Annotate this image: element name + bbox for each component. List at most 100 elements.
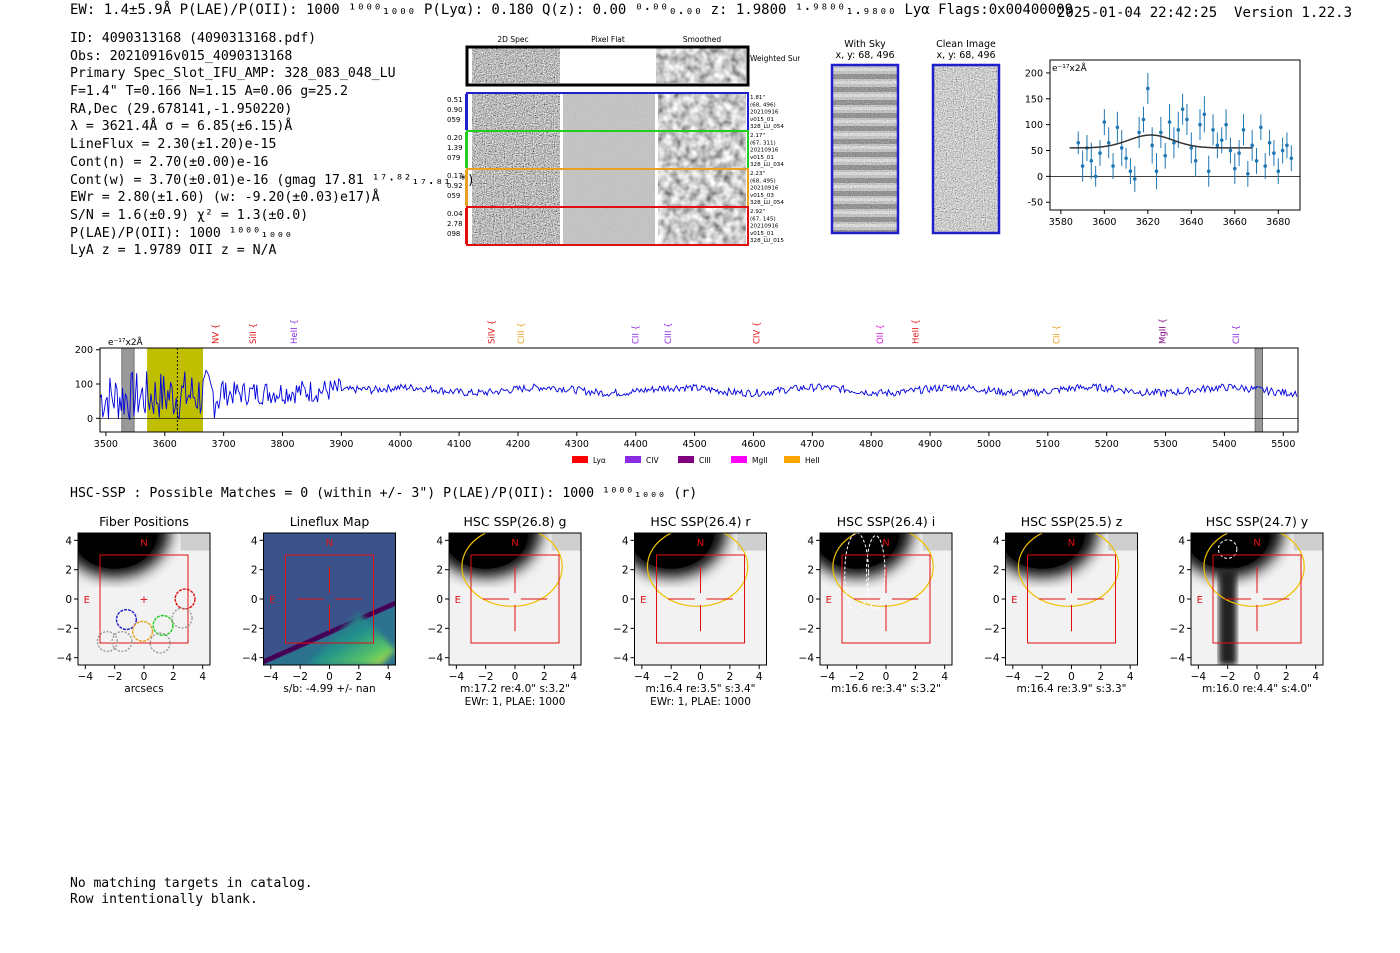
imaging-ytick-label: 4 bbox=[436, 535, 443, 547]
imaging-ytick-label: 2 bbox=[65, 565, 72, 577]
imaging-xtick-label: 0 bbox=[141, 671, 148, 683]
imaging-image bbox=[820, 533, 952, 665]
zoom-data-point bbox=[1250, 143, 1254, 148]
full-xtick-label: 4100 bbox=[447, 439, 471, 450]
cutout-smoothed bbox=[658, 132, 746, 168]
full-emission-line-label: CIII { bbox=[517, 322, 527, 344]
imaging-xtick-label: 0 bbox=[512, 671, 519, 683]
zoom-data-point bbox=[1263, 164, 1268, 168]
with-sky-title: With Sky bbox=[844, 39, 886, 50]
cutout-row-meta: 328_LU_054 bbox=[750, 200, 784, 206]
compass-north: N bbox=[697, 538, 704, 549]
cutout-smoothed bbox=[658, 170, 746, 206]
imaging-xtick-label: 4 bbox=[385, 671, 392, 683]
weighted-sum-text: Weighted Sum bbox=[750, 54, 800, 63]
weighted-sum-row: Weighted Sum bbox=[465, 45, 800, 87]
cutout-row-meta: 328_LU_054 bbox=[750, 124, 784, 130]
full-legend-swatch bbox=[678, 456, 694, 463]
fiber-position-circle bbox=[131, 620, 154, 642]
cutout-row-meta: (68, 495) bbox=[750, 178, 776, 184]
imaging-ytick-label: −2 bbox=[984, 623, 999, 635]
fiber-position-circle bbox=[174, 588, 196, 610]
full-emission-line-label: OII { bbox=[876, 324, 886, 344]
imaging-xtick-label: 2 bbox=[726, 671, 733, 683]
imaging-ytick-label: 2 bbox=[1178, 565, 1185, 577]
weighted-2dspec bbox=[472, 48, 560, 83]
imaging-image bbox=[634, 533, 767, 665]
imaging-ytick-label: −2 bbox=[57, 623, 72, 635]
catalog-note: No matching targets in catalog. Row inte… bbox=[70, 876, 313, 907]
imaging-panel-title: HSC SSP(25.5) z bbox=[1021, 514, 1123, 529]
full-legend-swatch bbox=[625, 456, 641, 463]
fiber-position-circle bbox=[152, 614, 174, 636]
zoom-data-point bbox=[1241, 128, 1246, 132]
zoom-data-point bbox=[1124, 156, 1128, 161]
fiber-center-marker: + bbox=[139, 593, 148, 606]
imaging-red-box bbox=[656, 554, 745, 644]
imaging-xtick-label: 0 bbox=[697, 671, 704, 683]
fiber-cutouts-panel: 2D Spec Pixel Flat Smoothed Weighted Sum… bbox=[447, 35, 800, 246]
cutout-row: 0.04 2.78 098 2.92"(67, 145) 20210916v015_01… bbox=[447, 206, 784, 246]
zoom-line-fit-chart: 3580 3600 3620 3640 3660 3680 -50 0 50 100 150 200 e… bbox=[1025, 59, 1301, 228]
imaging-ytick-label: 0 bbox=[436, 594, 443, 606]
cutout-divider bbox=[655, 94, 658, 130]
imaging-panel-title: HSC SSP(26.4) i bbox=[837, 514, 935, 529]
zoom-data-point bbox=[1280, 148, 1285, 153]
zoom-data-point bbox=[1172, 140, 1176, 145]
full-xtick-label: 4700 bbox=[800, 439, 824, 450]
full-spectrum-chart: 3500 3600 3700 3800 3900 4000 4100 4200 4300 4400… bbox=[75, 318, 1299, 465]
cutout-row-stat: 0.04 bbox=[447, 210, 463, 218]
imaging-xtick-label: −4 bbox=[263, 671, 279, 683]
imaging-panel: Fiber Positions + N E −4 −4 −2 −2 0 0 2 2 4 4 arcsecs bbox=[57, 514, 211, 695]
imaging-panel-title: Lineflux Map bbox=[290, 514, 370, 529]
clean-image-title: Clean Image bbox=[936, 39, 996, 50]
full-xtick-label: 3800 bbox=[270, 439, 294, 450]
imaging-xtick-label: 2 bbox=[912, 671, 919, 683]
software-version: Version 1.22.3 bbox=[1234, 5, 1353, 21]
imaging-xtick-label: −2 bbox=[478, 671, 493, 683]
full-plot-area: 3500 3600 3700 3800 3900 4000 4100 4200 4300 4400… bbox=[75, 318, 1299, 465]
compass-east: E bbox=[84, 595, 90, 606]
zoom-unit-label: e⁻¹⁷x2Å bbox=[1052, 62, 1088, 74]
imaging-bright-core bbox=[1005, 533, 1085, 569]
zoom-ytick-label: 200 bbox=[1025, 68, 1043, 79]
imaging-xtick-label: −4 bbox=[634, 671, 650, 683]
zoom-data-point bbox=[1119, 146, 1124, 150]
cutout-row-stat: 059 bbox=[447, 116, 460, 124]
imaging-panel-title: HSC SSP(26.4) r bbox=[650, 514, 751, 529]
info-sn-chi2: S/N = 1.6(±0.9) χ² = 1.3(±0.0) bbox=[70, 207, 309, 223]
imaging-bright-core bbox=[820, 533, 899, 569]
full-xtick-label: 4800 bbox=[859, 439, 883, 450]
info-redshifts: LyA z = 1.9789 OII z = N/A bbox=[70, 243, 277, 259]
zoom-data-point bbox=[1228, 148, 1233, 153]
full-xtick-label: 4900 bbox=[918, 439, 942, 450]
full-xtick-label: 3900 bbox=[329, 439, 353, 450]
imaging-neighbor bbox=[1108, 533, 1138, 551]
full-legend-label: Lyα bbox=[593, 456, 606, 465]
timestamp-version: 2025-01-04 22:42:25 Version 1.22.3 bbox=[1057, 5, 1352, 21]
zoom-data-point bbox=[1137, 130, 1141, 135]
cutout-row-meta: 20210916 bbox=[750, 148, 779, 154]
zoom-data-point bbox=[1254, 159, 1259, 163]
imaging-red-box bbox=[841, 554, 931, 644]
zoom-xtick-label: 3580 bbox=[1049, 217, 1073, 228]
full-emission-line-label: CIII { bbox=[664, 322, 674, 344]
imaging-caption: m:16.6 re:3.4" s:3.2" bbox=[831, 683, 941, 695]
compass-north: N bbox=[511, 538, 518, 549]
cutout-divider bbox=[655, 170, 658, 206]
imaging-caption: s/b: -4.99 +/- nan bbox=[283, 683, 375, 695]
full-legend-label: CIII bbox=[699, 456, 711, 465]
full-emission-line-label: SiIV { bbox=[487, 320, 497, 344]
weighted-smoothed bbox=[656, 48, 746, 83]
zoom-data-point bbox=[1093, 174, 1098, 179]
imaging-neighbor bbox=[922, 533, 952, 551]
zoom-data-point bbox=[1211, 128, 1215, 132]
cutout-col-smoothed: Smoothed bbox=[683, 35, 722, 44]
full-emission-line-label: NV { bbox=[211, 324, 221, 344]
cutout-pixelflat bbox=[563, 132, 655, 168]
imaging-image bbox=[263, 533, 396, 665]
imaging-neighbor bbox=[1293, 533, 1323, 551]
imaging-panel-group: Fiber Positions + N E −4 −4 −2 −2 0 0 2 2 4 4 arcsecs L… bbox=[57, 514, 1324, 708]
cutout-divider bbox=[655, 132, 658, 168]
